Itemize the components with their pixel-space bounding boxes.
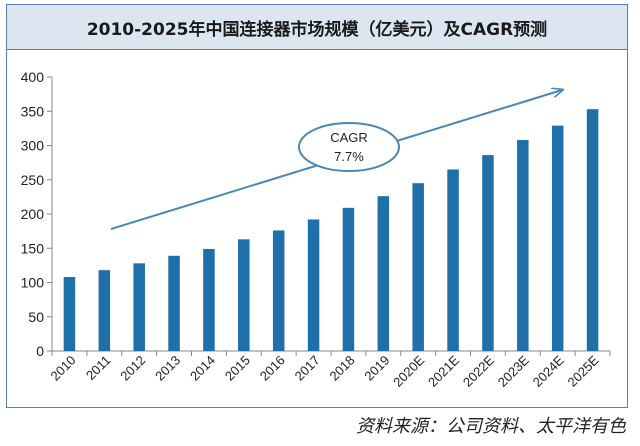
y-tick-label: 300 — [21, 138, 45, 154]
y-tick-label: 150 — [21, 240, 45, 256]
x-tick-label: 2024E — [530, 352, 567, 389]
x-tick-label: 2020E — [390, 352, 427, 389]
bar-2013 — [168, 255, 180, 351]
x-tick-label: 2011 — [83, 353, 113, 383]
y-tick-label: 250 — [21, 172, 45, 188]
bars — [63, 109, 599, 351]
bar-2012 — [133, 263, 145, 351]
x-tick-label: 2021E — [425, 352, 462, 389]
bar-2018 — [342, 207, 355, 351]
bar-2011 — [98, 270, 111, 351]
chart-frame: 2010-2025年中国连接器市场规模（亿美元）及CAGR预测 0 50 100 15… — [6, 4, 628, 408]
x-tick-label: 2018 — [327, 353, 358, 384]
cagr-annotation: CAGR 7.7% — [110, 90, 562, 230]
x-tick-label: 2022E — [460, 352, 497, 389]
cagr-label: CAGR — [330, 130, 368, 145]
y-axis: 0 50 100 150 200 250 300 350 400 — [21, 69, 53, 359]
x-axis: 2010 2011 2012 2013 2014 2015 2016 2017 2018 2019… — [48, 350, 611, 390]
bar-2020E — [412, 183, 424, 351]
y-tick-label: 400 — [21, 69, 45, 85]
x-tick-label: 2019 — [361, 353, 392, 384]
chart-title-bar: 2010-2025年中国连接器市场规模（亿美元）及CAGR预测 — [7, 5, 627, 50]
y-tick-label: 350 — [21, 103, 45, 119]
x-tick-label: 2017 — [292, 353, 323, 384]
y-tick-label: 0 — [36, 343, 44, 359]
x-tick-label: 2013 — [152, 353, 183, 384]
x-tick-label: 2025E — [564, 352, 601, 389]
x-tick-label: 2010 — [48, 353, 79, 384]
x-tick-label: 2015 — [222, 353, 253, 384]
y-tick-label: 200 — [21, 206, 45, 222]
bar-2016 — [272, 230, 285, 351]
bar-2021E — [447, 169, 459, 351]
chart-title: 2010-2025年中国连接器市场规模（亿美元）及CAGR预测 — [86, 19, 548, 40]
bar-2017 — [307, 219, 320, 351]
y-tick-label: 100 — [21, 275, 45, 291]
bar-2023E — [517, 140, 529, 351]
bar-2019 — [377, 196, 390, 351]
source-note: 资料来源：公司资料、太平洋有色 — [356, 416, 626, 437]
bar-2022E — [482, 155, 494, 351]
cagr-value: 7.7% — [334, 149, 364, 164]
x-tick-label: 2016 — [257, 353, 288, 384]
x-tick-label: 2012 — [117, 353, 148, 384]
x-tick-label: 2023E — [495, 352, 532, 389]
bar-2010 — [63, 277, 76, 351]
bar-2024E — [551, 125, 564, 351]
cagr-ellipse — [298, 122, 400, 172]
bar-2025E — [586, 109, 599, 351]
bar-2015 — [238, 239, 250, 351]
y-tick-label: 50 — [28, 309, 44, 325]
bar-2014 — [203, 248, 215, 351]
x-tick-label: 2014 — [187, 353, 218, 384]
